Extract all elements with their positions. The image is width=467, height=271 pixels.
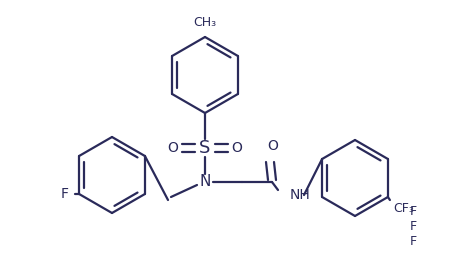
Text: NH: NH: [290, 188, 311, 202]
Text: S: S: [199, 139, 211, 157]
Text: O: O: [232, 141, 242, 155]
Text: F: F: [61, 187, 69, 201]
Text: F
F
F: F F F: [410, 205, 417, 248]
Text: N: N: [199, 175, 211, 189]
Text: O: O: [268, 139, 278, 153]
Text: O: O: [168, 141, 178, 155]
Text: CF₃: CF₃: [393, 202, 414, 215]
Text: CH₃: CH₃: [193, 16, 217, 29]
